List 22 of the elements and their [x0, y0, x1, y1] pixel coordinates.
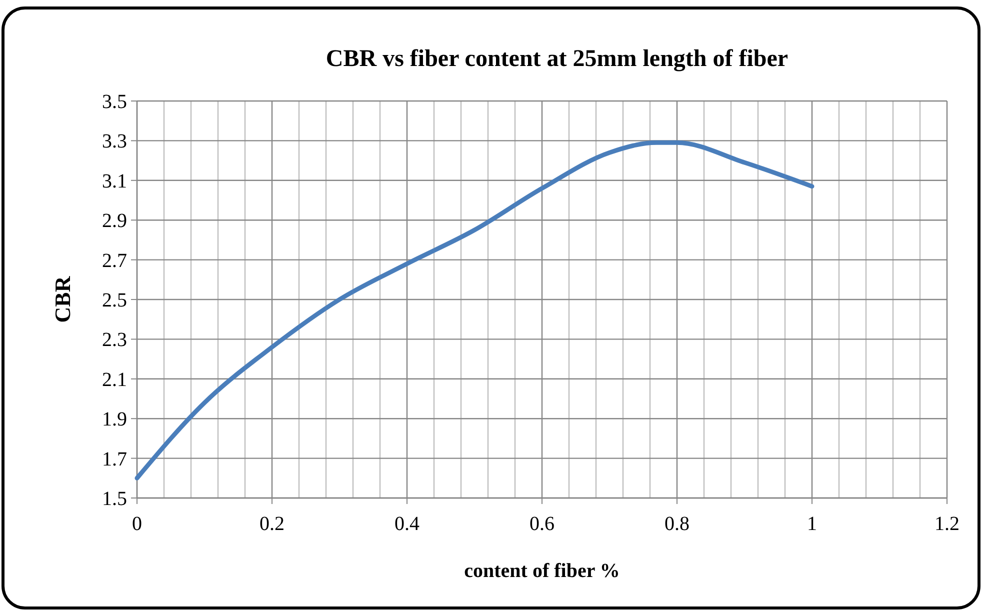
x-tick-label: 0.8 — [664, 513, 690, 535]
y-tick-label: 3.5 — [102, 91, 127, 113]
y-tick-label: 2.9 — [102, 210, 127, 232]
y-tick-label: 2.1 — [102, 368, 127, 391]
y-tick-label: 1.7 — [102, 448, 127, 470]
y-tick-label: 2.7 — [102, 250, 127, 272]
y-tick-label: 3.3 — [102, 130, 127, 153]
y-tick-label: 1.9 — [102, 408, 127, 431]
x-tick-label: 1 — [807, 513, 817, 535]
x-tick-label: 1.2 — [934, 513, 960, 535]
y-tick-label: 2.5 — [102, 290, 127, 312]
line-series — [134, 140, 814, 480]
x-tick-label: 0.6 — [530, 513, 554, 535]
x-tick-label: 0.2 — [260, 513, 284, 535]
y-tick-label: 1.5 — [102, 488, 127, 510]
x-tick-label: 0 — [132, 513, 142, 535]
x-axis-title: content of fiber % — [464, 560, 620, 582]
chart-title: CBR vs fiber content at 25mm length of fiber — [326, 46, 788, 72]
y-tick-label: 3.1 — [102, 170, 127, 192]
x-tick-label: 0.4 — [394, 513, 420, 535]
y-axis-title: CBR — [50, 275, 75, 323]
y-tick-label: 2.3 — [102, 329, 127, 352]
